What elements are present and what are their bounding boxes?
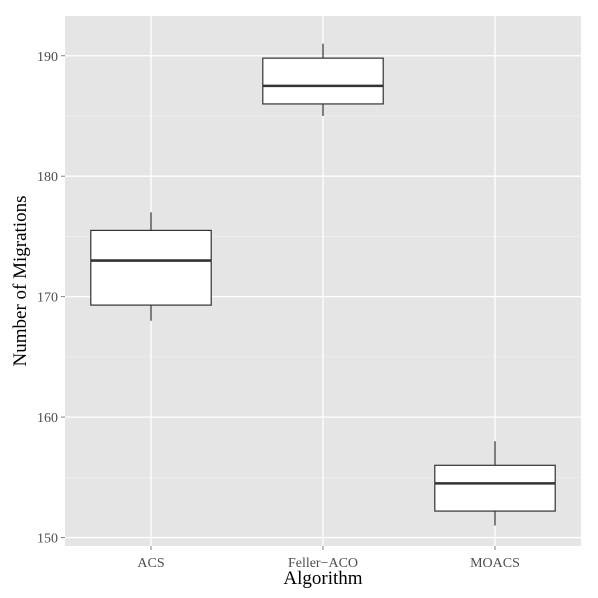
box-iqr	[90, 229, 212, 306]
x-axis-title: Algorithm	[283, 568, 362, 589]
axes: 150 160 170 180 190 ACS Feller−ACO MOACS	[37, 50, 520, 571]
x-tick-label: ACS	[137, 556, 164, 571]
box-group	[90, 212, 212, 321]
x-tick-label: Feller−ACO	[288, 556, 358, 571]
box-group	[434, 441, 556, 526]
box-iqr	[434, 464, 556, 512]
y-tick-label: 180	[37, 170, 58, 185]
y-tick-label: 160	[37, 411, 58, 426]
box-iqr	[262, 57, 384, 105]
box-group	[262, 43, 384, 116]
y-axis-title: Number of Migrations	[10, 196, 31, 367]
y-tick-label: 170	[37, 291, 58, 306]
y-tick-label: 150	[37, 532, 58, 547]
y-tick-label: 190	[37, 50, 58, 65]
x-tick-label: MOACS	[470, 556, 520, 571]
boxes	[90, 43, 556, 526]
